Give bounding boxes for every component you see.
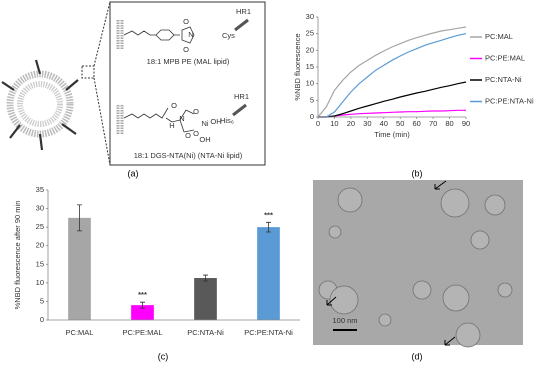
x-tick-label: 90 (462, 119, 470, 128)
y-tick-label: 30 (306, 12, 314, 21)
x-tick-label: 30 (363, 119, 371, 128)
x-tick-label: 60 (412, 119, 420, 128)
liposome-diagram (1, 1, 266, 166)
x-tick-label: 70 (429, 119, 437, 128)
vesicle (484, 194, 506, 216)
x-tick-label: 0 (316, 119, 320, 128)
scale-bar-label: 100 nm (332, 316, 357, 325)
arrow (434, 180, 447, 190)
vesicle (470, 230, 490, 250)
x-tick-label: 20 (347, 119, 355, 128)
vesicle (442, 284, 470, 312)
series-line (317, 26, 467, 118)
y-tick-label: 15 (306, 62, 314, 71)
y-tick-label: 35 (36, 185, 44, 194)
vesicle (440, 188, 470, 218)
error-bar (266, 221, 271, 233)
panel-label: (d) (412, 351, 423, 361)
x-axis-label: Time (min) (374, 130, 410, 139)
diagram-label: OH (199, 135, 210, 144)
diagram-label: N (179, 114, 184, 123)
diagram-label: O (171, 101, 177, 110)
x-tick-label: PC:NTA-Ni (187, 328, 224, 337)
diagram-label: His₆ (220, 116, 234, 125)
bar (194, 278, 217, 320)
x-tick-label: PC:PE:NTA-Ni (244, 328, 293, 337)
vesicle (378, 313, 392, 327)
diagram-label: HR1 (234, 92, 249, 101)
y-tick-label: 0 (40, 315, 44, 324)
vesicle (412, 280, 432, 300)
bar (257, 227, 280, 320)
significance: *** (264, 210, 273, 219)
y-axis-label: %NBD fluorescence after 90 min (13, 201, 22, 310)
arrow (444, 336, 456, 346)
diagram-label: OH (210, 117, 221, 126)
y-tick-label: 10 (306, 79, 314, 88)
vesicle (328, 225, 342, 239)
vesicle (329, 285, 359, 315)
panel-label: (b) (412, 168, 423, 178)
y-tick-label: 20 (36, 241, 44, 250)
y-tick-label: 5 (40, 296, 44, 305)
error-bar (140, 301, 145, 309)
diagram-label: Ni (201, 119, 208, 128)
legend-label: PC:PE:NTA-Ni (485, 96, 534, 105)
y-tick-label: 25 (306, 29, 314, 38)
diagram-label: 18:1 MPB PE (MAL lipid) (147, 57, 230, 66)
error-bar (203, 274, 208, 282)
diagram-label: O (185, 131, 191, 140)
y-tick-label: 0 (310, 112, 314, 121)
panel-label: (a) (128, 168, 139, 178)
x-tick-label: 80 (445, 119, 453, 128)
series-line (318, 33, 467, 118)
x-tick-label: 40 (380, 119, 388, 128)
diagram-label: O (183, 45, 189, 54)
diagram-label: HR1 (236, 7, 251, 16)
y-axis-label: %NBD fluorescence (293, 33, 302, 100)
series-line (318, 109, 466, 118)
y-tick-label: 15 (36, 259, 44, 268)
diagram-label: Cys (222, 31, 235, 40)
arrow (326, 296, 337, 306)
significance: *** (138, 290, 147, 299)
x-tick-label: 10 (330, 119, 338, 128)
y-tick-label: 30 (36, 204, 44, 213)
series-line (318, 81, 467, 118)
error-bar (77, 204, 82, 232)
diagram-label: 18:1 DGS-NTA(Ni) (NTA-Ni lipid) (134, 151, 243, 160)
diagram-label: H (169, 121, 174, 130)
x-tick-label: 50 (396, 119, 404, 128)
legend-label: PC:NTA-Ni (485, 75, 522, 84)
vesicle (497, 282, 513, 298)
x-tick-label: PC:PE:MAL (122, 328, 162, 337)
y-tick-label: 25 (36, 222, 44, 231)
legend-label: PC:MAL (485, 32, 513, 41)
bar (131, 305, 154, 320)
y-tick-label: 5 (310, 95, 314, 104)
diagram-label: N (188, 30, 193, 39)
diagram-label: O (193, 107, 199, 116)
legend-label: PC:PE:MAL (485, 53, 525, 62)
y-tick-label: 20 (306, 45, 314, 54)
diagram-label: O (183, 17, 189, 26)
y-tick-label: 10 (36, 278, 44, 287)
bar (68, 217, 91, 320)
vesicle (337, 187, 363, 213)
vesicle (455, 322, 481, 348)
x-tick-label: PC:MAL (66, 328, 94, 337)
diagram-label: O (193, 129, 199, 138)
panel-label: (c) (158, 351, 169, 361)
